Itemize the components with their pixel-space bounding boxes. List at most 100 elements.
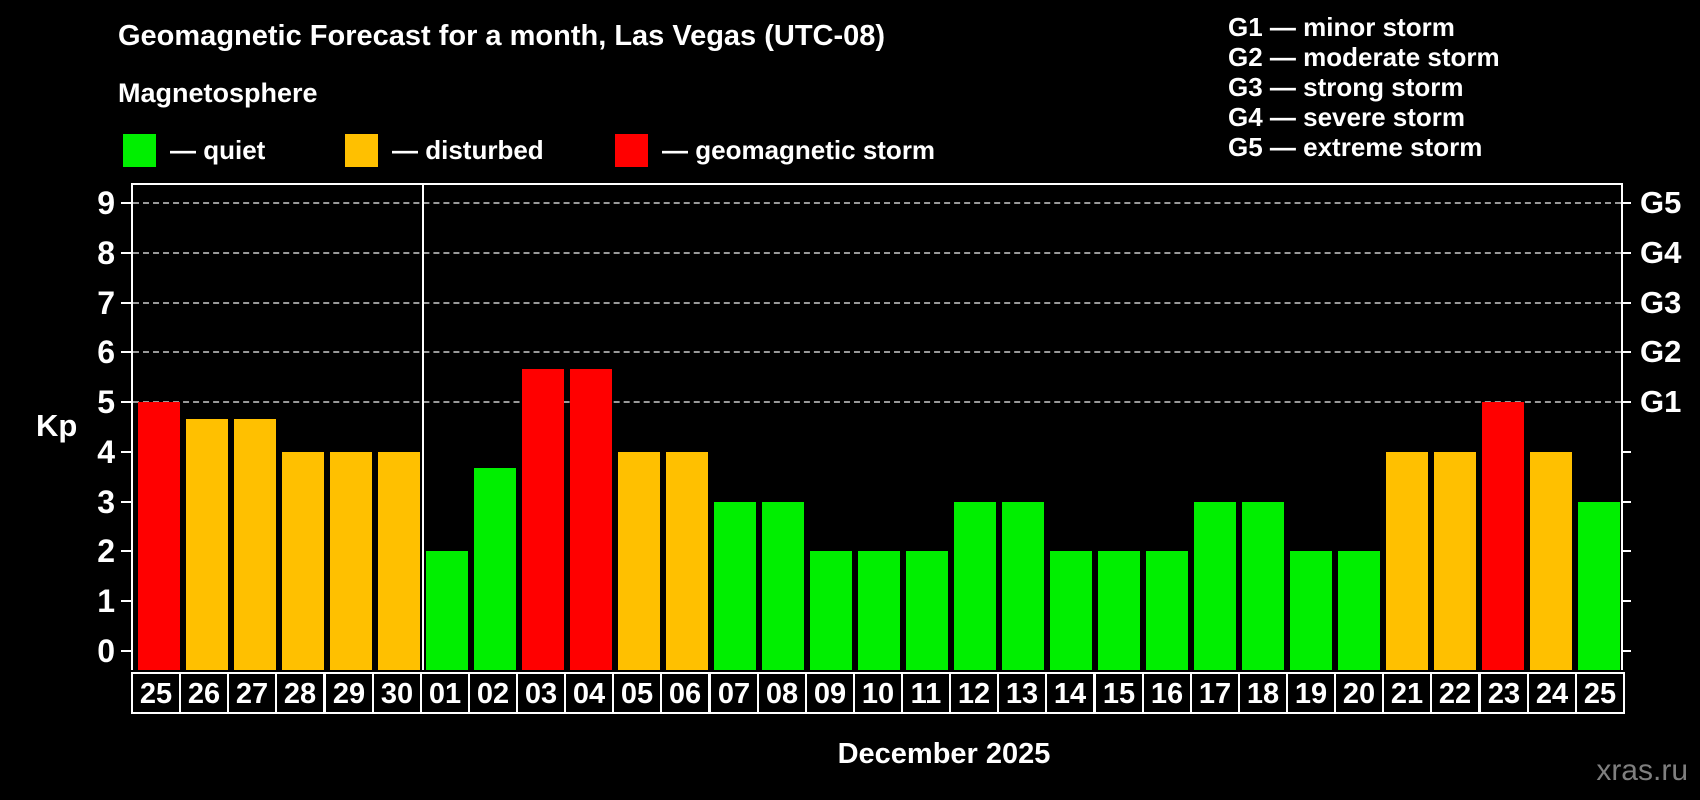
- y-axis-tick-right-8: [1621, 251, 1631, 254]
- day-label-8: 03: [516, 672, 566, 714]
- day-label-3: 28: [275, 672, 325, 714]
- g-legend-line-g5: G5 — extreme storm: [1228, 132, 1483, 162]
- y-axis-tick-left-2: [121, 550, 131, 553]
- day-label-24: 19: [1286, 672, 1336, 714]
- kp-bar-day-12: [954, 501, 996, 670]
- kp-bar-day-14: [1050, 551, 1092, 670]
- y-axis-label-9: 9: [97, 184, 115, 221]
- kp-bar-day-02: [474, 468, 516, 670]
- kp-bar-day-22: [1434, 451, 1476, 670]
- y-axis-label-4: 4: [97, 433, 115, 470]
- g-scale-legend: G1 — minor storm G2 — moderate storm G3 …: [1228, 12, 1500, 162]
- day-label-12: 07: [709, 672, 759, 714]
- y-axis-tick-left-6: [121, 351, 131, 354]
- y-axis-label-7: 7: [97, 284, 115, 321]
- kp-bar-day-26: [186, 418, 228, 670]
- g-level-label-g4: G4: [1640, 234, 1682, 270]
- kp-bar-day-01: [426, 551, 468, 670]
- g-legend-line-g1: G1 — minor storm: [1228, 12, 1455, 42]
- legend-label-storm: — geomagnetic storm: [662, 135, 936, 165]
- y-axis-label-6: 6: [97, 334, 115, 371]
- day-label-26: 21: [1382, 672, 1432, 714]
- kp-bar-day-16: [1146, 551, 1188, 670]
- kp-bar-day-23: [1482, 402, 1524, 670]
- g-level-label-g1: G1: [1640, 384, 1682, 420]
- chart-title: Geomagnetic Forecast for a month, Las Ve…: [118, 20, 886, 52]
- day-label-5: 30: [372, 672, 422, 714]
- day-label-9: 04: [564, 672, 614, 714]
- plot-area: [131, 183, 1623, 670]
- kp-bar-day-07: [714, 501, 756, 670]
- day-label-1: 26: [179, 672, 229, 714]
- y-axis-tick-left-0: [121, 650, 131, 652]
- day-label-21: 16: [1142, 672, 1192, 714]
- chart-subtitle: Magnetosphere: [118, 78, 318, 108]
- y-axis-tick-left-9: [121, 201, 131, 204]
- kp-bar-day-04: [570, 368, 612, 670]
- day-label-15: 10: [853, 672, 903, 714]
- kp-bar-day-13: [1002, 501, 1044, 670]
- kp-bar-day-05: [618, 451, 660, 670]
- y-axis-tick-right-6: [1621, 351, 1631, 354]
- y-axis-label-3: 3: [97, 483, 115, 520]
- y-axis-tick-right-9: [1621, 201, 1631, 204]
- y-axis-label-0: 0: [97, 633, 115, 669]
- day-label-23: 18: [1238, 672, 1288, 714]
- y-axis-tick-right-1: [1621, 600, 1631, 603]
- y-axis-label-8: 8: [97, 234, 115, 271]
- g-level-label-g3: G3: [1640, 284, 1682, 320]
- quiet-color-swatch: [123, 134, 156, 167]
- day-label-29: 24: [1527, 672, 1577, 714]
- g-legend-line-g4: G4 — severe storm: [1228, 102, 1466, 132]
- y-axis-tick-right-5: [1621, 401, 1631, 404]
- storm-color-swatch: [615, 134, 648, 167]
- kp-bar-day-03: [522, 368, 564, 670]
- kp-bar-day-08: [762, 501, 804, 670]
- kp-bar-day-30: [378, 451, 420, 670]
- day-label-22: 17: [1190, 672, 1240, 714]
- x-axis-title: December 2025: [837, 738, 1051, 770]
- day-label-13: 08: [757, 672, 807, 714]
- kp-bar-day-25: [138, 402, 180, 670]
- day-label-27: 22: [1430, 672, 1480, 714]
- gridline-kp7: [133, 301, 1621, 304]
- y-axis-tick-left-3: [121, 500, 131, 503]
- g-legend-line-g3: G3 — strong storm: [1228, 72, 1464, 102]
- y-axis-tick-left-4: [121, 450, 131, 453]
- g-level-label-g2: G2: [1640, 334, 1682, 370]
- kp-bar-day-11: [906, 551, 948, 670]
- day-label-30: 25: [1575, 672, 1625, 714]
- g-level-label-g5: G5: [1640, 184, 1682, 220]
- day-label-16: 11: [901, 672, 951, 714]
- day-label-2: 27: [227, 672, 277, 714]
- day-label-14: 09: [805, 672, 855, 714]
- y-axis-label-2: 2: [97, 533, 115, 570]
- day-label-10: 05: [612, 672, 662, 714]
- kp-bar-day-15: [1098, 551, 1140, 670]
- day-label-11: 06: [660, 672, 710, 714]
- kp-bar-day-20: [1338, 551, 1380, 670]
- kp-bar-day-06: [666, 451, 708, 670]
- kp-bar-day-25: [1578, 501, 1620, 670]
- disturbed-color-swatch: [345, 134, 378, 167]
- y-axis-tick-left-5: [121, 401, 131, 404]
- day-label-17: 12: [949, 672, 999, 714]
- g-legend-line-g2: G2 — moderate storm: [1228, 42, 1500, 72]
- kp-bar-day-24: [1530, 451, 1572, 670]
- y-axis-tick-left-7: [121, 301, 131, 304]
- y-axis-tick-right-3: [1621, 500, 1631, 503]
- gridline-kp8: [133, 251, 1621, 254]
- kp-bar-day-09: [810, 551, 852, 670]
- day-label-25: 20: [1334, 672, 1384, 714]
- kp-bar-day-17: [1194, 501, 1236, 670]
- kp-bar-day-18: [1242, 501, 1284, 670]
- y-axis-label-1: 1: [97, 583, 115, 620]
- day-label-19: 14: [1045, 672, 1095, 714]
- day-label-20: 15: [1094, 672, 1144, 714]
- day-label-28: 23: [1479, 672, 1529, 714]
- kp-bar-day-10: [858, 551, 900, 670]
- kp-bar-day-21: [1386, 451, 1428, 670]
- kp-bar-day-29: [330, 451, 372, 670]
- day-label-0: 25: [131, 672, 181, 714]
- gridline-kp6: [133, 351, 1621, 354]
